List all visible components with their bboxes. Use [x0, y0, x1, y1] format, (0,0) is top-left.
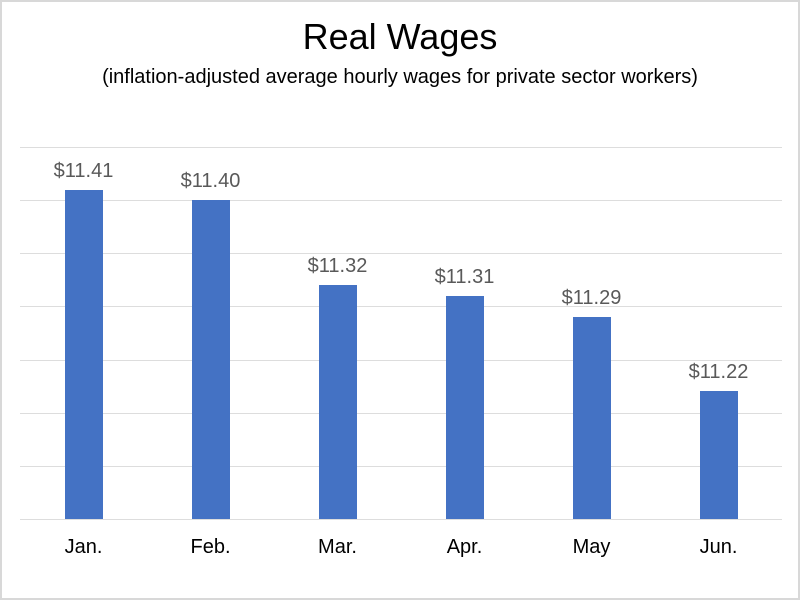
- gridline: [20, 412, 782, 414]
- category-label-jan: Jan.: [64, 536, 103, 558]
- category-label-apr: Apr.: [446, 536, 483, 558]
- bar-jan: [64, 189, 103, 519]
- bar-may: [572, 317, 611, 519]
- category-label-jun: Jun.: [699, 536, 738, 558]
- bar-feb: [191, 200, 230, 519]
- bar-mar: [318, 285, 357, 519]
- data-label-apr: $11.31: [434, 265, 495, 288]
- gridline: [20, 200, 782, 202]
- category-label-may: May: [572, 536, 611, 558]
- plot-area: $11.41 Jan. $11.40 Feb. $11.32 Mar. $11.31 Apr.…: [20, 147, 782, 558]
- data-label-jan: $11.41: [53, 159, 114, 182]
- gridline: [20, 465, 782, 467]
- chart-subtitle: (inflation-adjusted average hourly wages…: [102, 66, 698, 88]
- chart-title: Real Wages: [302, 16, 498, 57]
- gridline: [20, 253, 782, 255]
- category-label-mar: Mar.: [318, 536, 357, 558]
- data-label-feb: $11.40: [180, 170, 241, 193]
- data-label-may: $11.29: [561, 287, 622, 310]
- bar-apr: [445, 295, 484, 519]
- gridline: [20, 306, 782, 308]
- gridline: [20, 519, 782, 520]
- data-label-jun: $11.22: [688, 361, 749, 384]
- gridline: [20, 359, 782, 361]
- bar-jun: [699, 391, 738, 519]
- gridline: [20, 147, 782, 148]
- data-label-mar: $11.32: [307, 255, 368, 278]
- category-label-feb: Feb.: [190, 536, 231, 558]
